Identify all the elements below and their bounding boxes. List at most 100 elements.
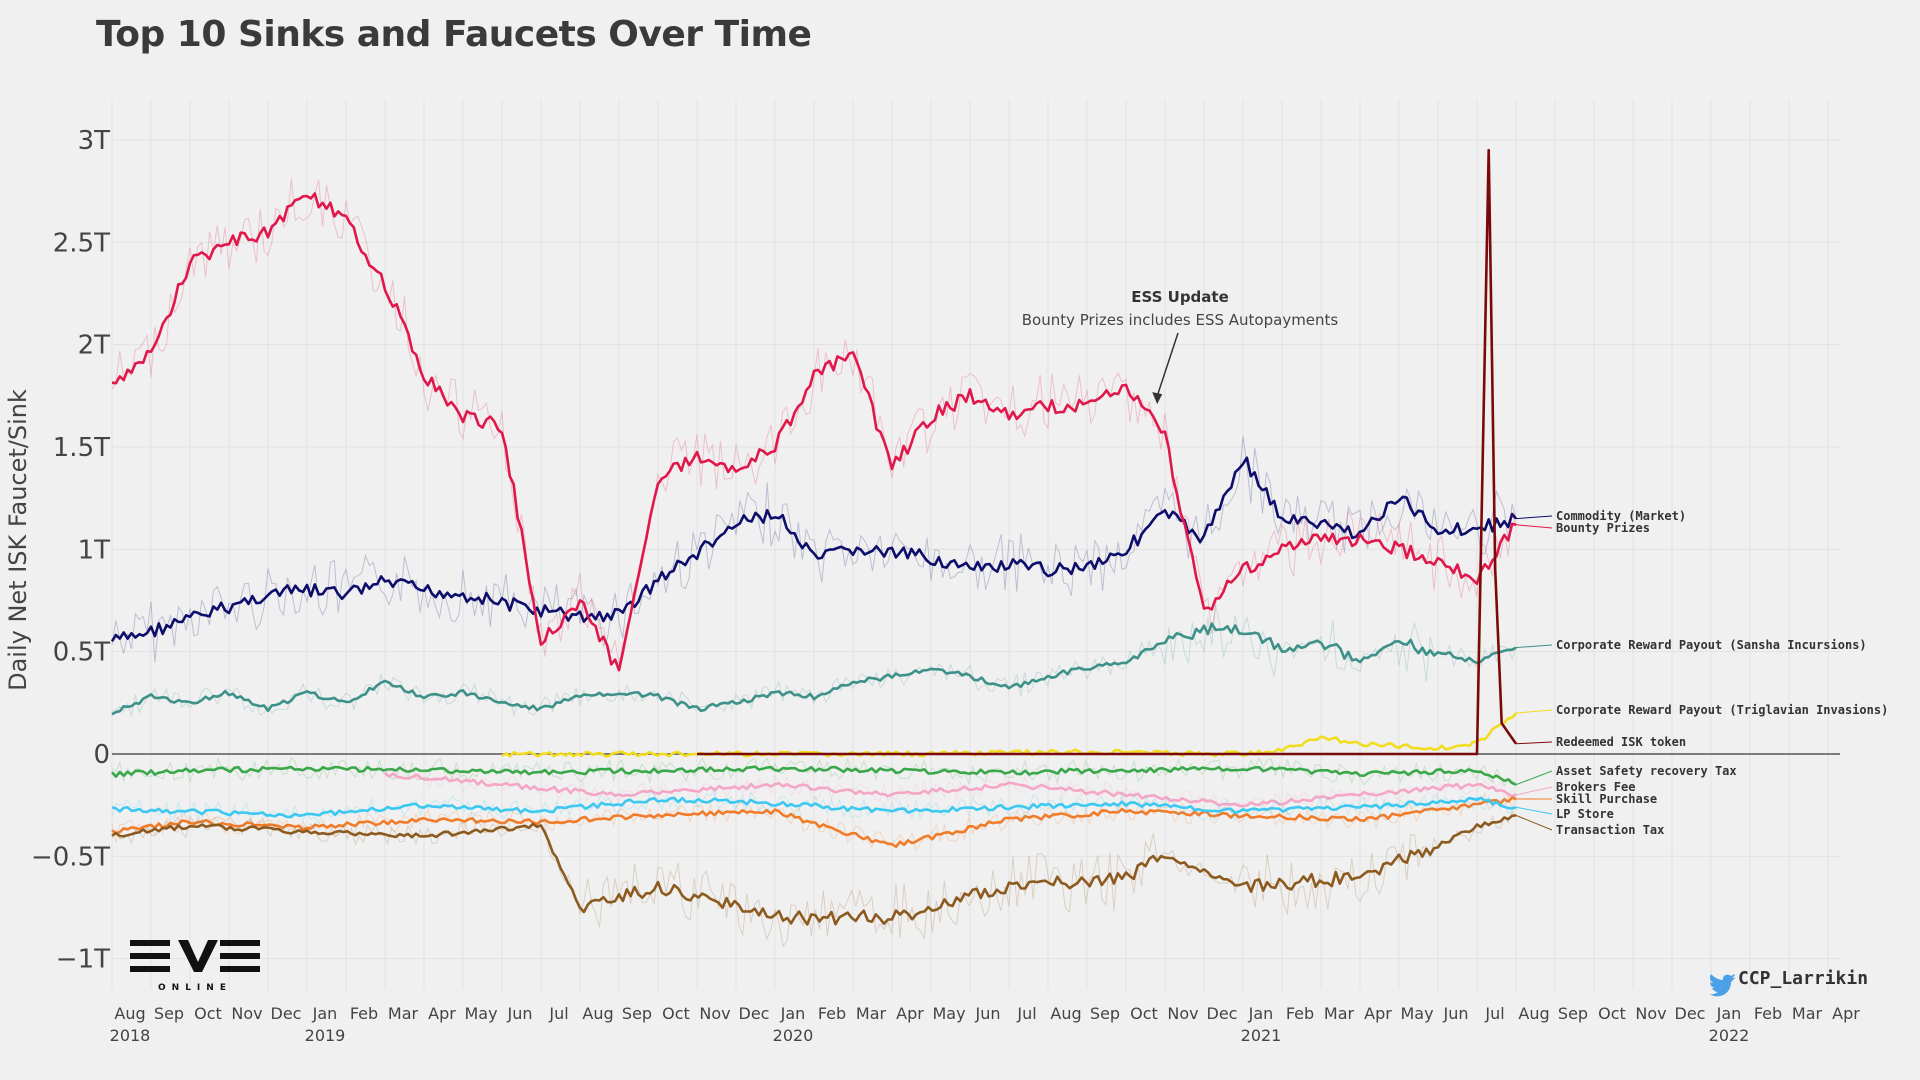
label-commodity-market: Commodity (Market) xyxy=(1556,509,1686,523)
x-tick-label: Feb xyxy=(1286,1004,1314,1023)
x-tick-label: Mar xyxy=(1324,1004,1355,1023)
x-year-label: 2022 xyxy=(1709,1026,1750,1045)
credit: CCP_Larrikin xyxy=(1709,968,1868,997)
eve-logo: ONLINE xyxy=(130,940,260,993)
y-axis: 3T 2.5T 2T 1.5T 1T 0.5T 0 −0.5T −1T xyxy=(31,126,110,975)
label-bounty-prizes: Bounty Prizes xyxy=(1556,521,1650,535)
series-labels: Commodity (Market)Bounty Prizes Corporate… xyxy=(1515,509,1888,837)
x-tick-label: Jan xyxy=(780,1004,806,1023)
y-tick-label: −1T xyxy=(56,945,110,975)
y-tick-label: 1T xyxy=(78,535,111,565)
label-corporate-reward-payout-sansha-incursions: Corporate Reward Payout (Sansha Incursio… xyxy=(1556,638,1867,652)
x-tick-label: Aug xyxy=(582,1004,613,1023)
label-redeemed-isk-token: Redeemed ISK token xyxy=(1556,735,1686,749)
label-leader-transaction-tax xyxy=(1515,814,1553,831)
x-tick-label: Jan xyxy=(1716,1004,1742,1023)
series-line-asset-safety-recovery-tax xyxy=(111,765,1517,786)
x-tick-label: May xyxy=(932,1004,965,1023)
y-tick-label: 3T xyxy=(78,126,111,156)
x-tick-label: Feb xyxy=(350,1004,378,1023)
grid xyxy=(111,100,1840,990)
label-leader-redeemed-isk-token xyxy=(1515,741,1553,745)
x-tick-label: Dec xyxy=(1207,1004,1238,1023)
x-tick-label: Nov xyxy=(1167,1004,1198,1023)
series-line-corporate-reward-payout-sansha-incursions xyxy=(111,622,1517,716)
series-daily-commodity-market xyxy=(111,436,1517,663)
credit-text: CCP_Larrikin xyxy=(1738,968,1868,989)
label-lp-store: LP Store xyxy=(1556,807,1614,821)
x-tick-label: May xyxy=(1400,1004,1433,1023)
series-line-skill-purchase xyxy=(111,796,1517,848)
label-corporate-reward-payout-triglavian-invasions: Corporate Reward Payout (Triglavian Inva… xyxy=(1556,703,1888,717)
x-tick-label: Jun xyxy=(975,1004,1001,1023)
x-tick-label: Aug xyxy=(114,1004,145,1023)
x-year-label: 2021 xyxy=(1241,1026,1282,1045)
series-line-transaction-tax xyxy=(111,814,1517,926)
x-tick-label: Feb xyxy=(1754,1004,1782,1023)
x-tick-label: Jul xyxy=(548,1004,568,1023)
y-tick-label: 1.5T xyxy=(53,433,110,463)
x-tick-label: Jan xyxy=(1248,1004,1274,1023)
x-tick-label: Sep xyxy=(622,1004,652,1023)
x-axis: Aug Sep Oct Nov Dec Jan Feb Mar Apr May Jun Jul Aug S… xyxy=(110,1004,1861,1045)
label-leader-corporate-reward-payout-triglavian-invasions xyxy=(1515,709,1553,714)
x-tick-label: Nov xyxy=(1635,1004,1666,1023)
annotation-text: Bounty Prizes includes ESS Autopayments xyxy=(1022,311,1339,329)
x-tick-label: Sep xyxy=(154,1004,184,1023)
x-tick-label: Oct xyxy=(194,1004,222,1023)
x-tick-label: Mar xyxy=(856,1004,887,1023)
x-tick-label: Oct xyxy=(662,1004,690,1023)
series-line-brokers-fee xyxy=(384,771,1517,808)
x-tick-label: Oct xyxy=(1598,1004,1626,1023)
annotation-title: ESS Update xyxy=(1131,288,1229,306)
x-tick-label: Jun xyxy=(507,1004,533,1023)
y-axis-label: Daily Net ISK Faucet/Sink xyxy=(4,389,32,691)
y-tick-label: 0 xyxy=(93,740,110,770)
x-tick-label: Aug xyxy=(1050,1004,1081,1023)
series-line-bounty-prizes xyxy=(111,192,1517,672)
x-tick-label: Jun xyxy=(1443,1004,1469,1023)
series-line-lp-store xyxy=(111,796,1517,819)
chart-title: Top 10 Sinks and Faucets Over Time xyxy=(96,14,812,55)
x-tick-label: Jul xyxy=(1016,1004,1036,1023)
x-tick-label: Apr xyxy=(896,1004,924,1023)
series-daily-asset-safety-recovery-tax xyxy=(111,756,1517,788)
label-asset-safety-recovery-tax: Asset Safety recovery Tax xyxy=(1556,764,1737,778)
annotation-arrow xyxy=(1156,332,1179,397)
series-line-redeemed-isk-token xyxy=(697,148,1518,756)
x-tick-label: Mar xyxy=(1792,1004,1823,1023)
series-layer xyxy=(110,148,1518,948)
label-leader-corporate-reward-payout-sansha-incursions xyxy=(1515,644,1553,649)
label-leader-asset-safety-recovery-tax xyxy=(1515,770,1553,786)
x-tick-label: Dec xyxy=(271,1004,302,1023)
x-tick-label: Mar xyxy=(388,1004,419,1023)
label-leader-commodity-market xyxy=(1515,515,1553,520)
label-transaction-tax: Transaction Tax xyxy=(1556,823,1664,837)
label-brokers-fee: Brokers Fee xyxy=(1556,780,1635,794)
x-tick-label: Aug xyxy=(1518,1004,1549,1023)
x-tick-label: Nov xyxy=(699,1004,730,1023)
x-year-label: 2020 xyxy=(773,1026,814,1045)
annotation: ESS Update Bounty Prizes includes ESS Au… xyxy=(1022,288,1339,405)
y-tick-label: −0.5T xyxy=(31,842,110,872)
x-tick-label: Apr xyxy=(428,1004,456,1023)
series-line-corporate-reward-payout-triglavian-invasions xyxy=(501,712,1518,758)
label-leader-brokers-fee xyxy=(1515,786,1553,796)
x-tick-label: Nov xyxy=(231,1004,262,1023)
y-tick-label: 0.5T xyxy=(53,638,110,668)
x-tick-label: Dec xyxy=(1675,1004,1706,1023)
label-leader-lp-store xyxy=(1515,806,1553,815)
x-tick-label: Oct xyxy=(1130,1004,1158,1023)
x-year-label: 2018 xyxy=(110,1026,151,1045)
label-skill-purchase: Skill Purchase xyxy=(1556,792,1657,806)
series-daily-bounty-prizes xyxy=(111,178,1517,665)
logo-subtext: ONLINE xyxy=(158,983,232,993)
x-tick-label: Feb xyxy=(818,1004,846,1023)
x-tick-label: May xyxy=(464,1004,497,1023)
x-year-label: 2019 xyxy=(305,1026,346,1045)
y-tick-label: 2T xyxy=(78,331,111,361)
series-line-commodity-market xyxy=(110,456,1517,642)
x-tick-label: Sep xyxy=(1558,1004,1588,1023)
x-tick-label: Jul xyxy=(1484,1004,1504,1023)
